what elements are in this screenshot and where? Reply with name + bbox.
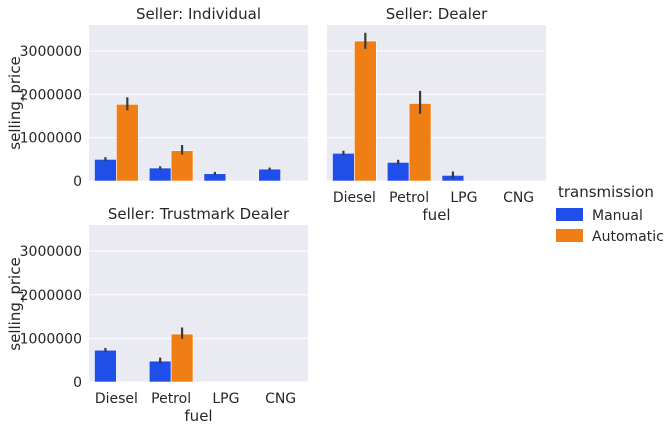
panel-individual-y-ticks: 0 1000000 2000000 3000000 [20,44,82,190]
legend-label-automatic: Automatic [592,229,664,245]
legend-label-manual: Manual [592,208,643,224]
panel-individual-y-axis-title: selling_price [6,56,25,149]
y-tick-label: 3000000 [20,44,82,60]
y-tick-label: 2000000 [20,87,82,103]
panel-individual: Seller: Individual 0 1000000 2000000 300000… [6,5,308,190]
panel-dealer-x-axis-title: fuel [422,206,450,224]
bar-automatic-petrol [408,103,432,182]
y-tick-label: 0 [73,375,82,391]
y-tick-label: 0 [73,174,82,190]
panel-trustmark-dealer-y-ticks: 0 1000000 2000000 3000000 [20,244,82,391]
panel-trustmark-dealer-y-axis-title: selling_price [6,257,25,350]
x-tick-label-diesel: Diesel [333,190,376,206]
y-tick-label: 3000000 [20,244,82,260]
panel-trustmark-dealer-gridlines [89,250,308,383]
panel-dealer-bars [332,32,465,182]
panel-trustmark-dealer: Seller: Trustmark Dealer 0 1000000 2000000… [6,205,308,425]
panel-trustmark-dealer-title: Seller: Trustmark Dealer [108,205,290,223]
panel-individual-bars [94,97,281,182]
x-tick-label-lpg: LPG [450,190,477,206]
x-tick-label-petrol: Petrol [389,190,429,206]
bar-manual-petrol [148,360,172,383]
y-tick-label: 1000000 [20,131,82,147]
legend-swatch-automatic [556,229,583,242]
bar-manual-diesel [332,152,355,182]
bar-manual-diesel [94,159,117,182]
panel-dealer-title: Seller: Dealer [386,5,488,23]
x-tick-label-cng: CNG [503,190,534,206]
legend-swatch-manual [556,208,583,221]
panel-trustmark-dealer-x-axis-title: fuel [184,407,212,425]
panel-dealer: Seller: Dealer Diesel Petrol LPG CNG fuel [327,5,546,224]
x-tick-label-lpg: LPG [212,391,239,407]
legend: transmission Manual Automatic [556,183,664,245]
bar-manual-petrol [148,167,172,182]
bar-manual-petrol [386,162,410,182]
panel-trustmark-dealer-background [89,225,308,382]
bar-manual-diesel [94,349,117,383]
bar-manual-cng [258,168,281,182]
bar-automatic-petrol [170,333,194,383]
bar-automatic-petrol [170,150,194,182]
y-tick-label: 1000000 [20,331,82,347]
panel-dealer-x-ticks: Diesel Petrol LPG CNG [333,190,534,206]
x-tick-label-diesel: Diesel [95,391,138,407]
bar-automatic-diesel [116,104,139,182]
y-tick-label: 2000000 [20,288,82,304]
x-tick-label-cng: CNG [265,391,296,407]
panel-trustmark-dealer-bars [94,327,194,383]
panel-trustmark-dealer-x-ticks: Diesel Petrol LPG CNG [95,391,296,407]
panel-individual-title: Seller: Individual [136,5,261,23]
legend-title: transmission [558,183,654,201]
x-tick-label-petrol: Petrol [151,391,191,407]
bar-automatic-diesel [354,40,377,182]
